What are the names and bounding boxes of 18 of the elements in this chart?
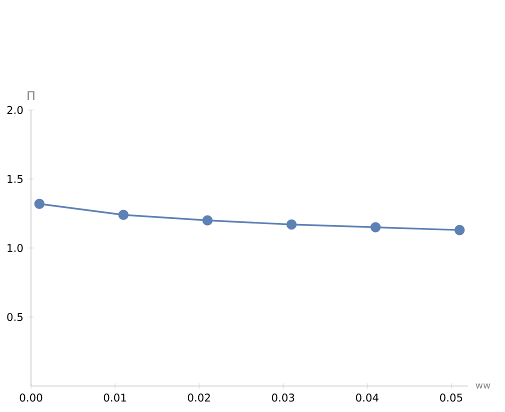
y-tick-label: 1.5 bbox=[8, 175, 23, 183]
x-axis-title: ww bbox=[476, 383, 490, 389]
point bbox=[454, 224, 465, 236]
x-tick-label: 0.04 bbox=[356, 394, 378, 402]
x-tick-label: 0.03 bbox=[272, 394, 294, 402]
x-tick-label: 0.02 bbox=[188, 394, 210, 402]
point bbox=[202, 215, 213, 226]
y-tick-label: 1.0 bbox=[8, 244, 23, 252]
point bbox=[118, 210, 129, 220]
x-tick-label: 0.00 bbox=[20, 394, 42, 402]
x-tick-label: 0.05 bbox=[440, 394, 462, 402]
y-tick-label: 2.0 bbox=[7, 106, 23, 114]
point bbox=[370, 222, 381, 232]
point bbox=[286, 219, 297, 230]
point bbox=[34, 198, 45, 209]
y-axis-title: Π bbox=[28, 91, 34, 100]
y-tick-label: 0.5 bbox=[7, 312, 23, 322]
x-tick-label: 0.01 bbox=[104, 394, 126, 402]
